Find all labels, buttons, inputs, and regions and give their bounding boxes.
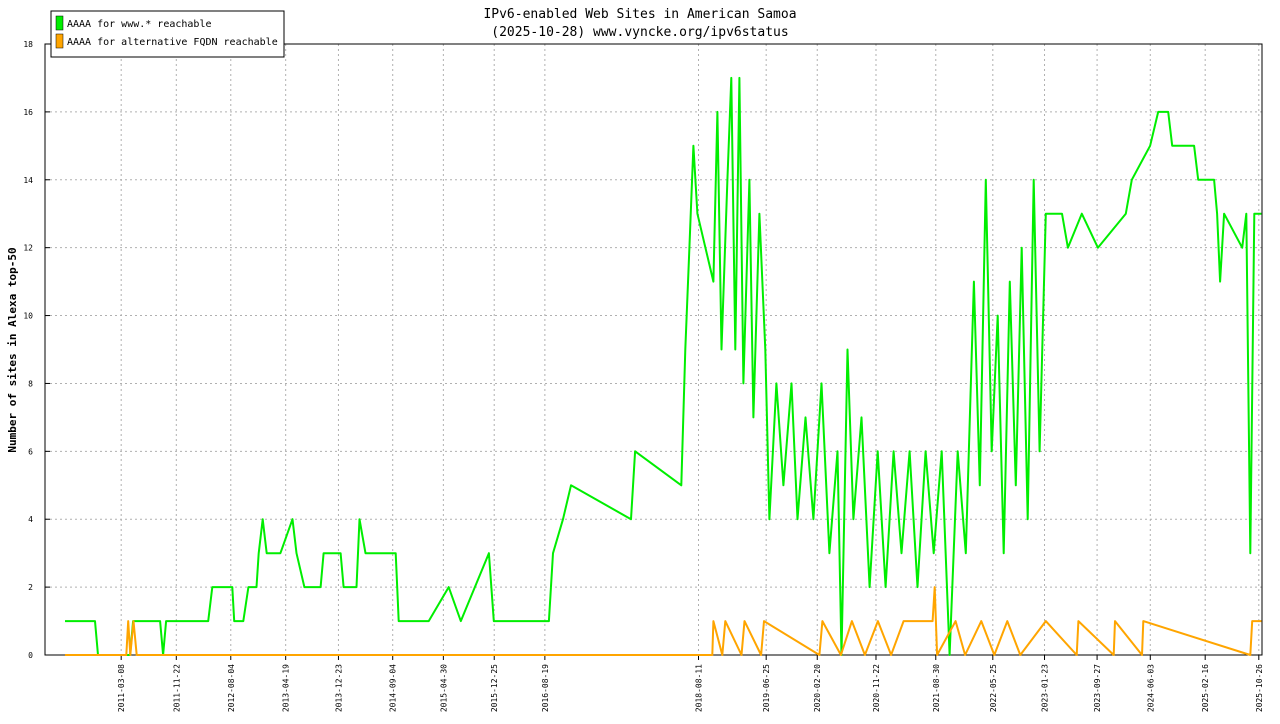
- x-tick-label: 2015-12-25: [490, 664, 499, 712]
- x-tick-label: 2019-06-25: [762, 664, 771, 712]
- x-tick-label: 2020-11-22: [872, 664, 881, 712]
- y-tick-label: 2: [28, 583, 33, 592]
- y-tick-label: 16: [23, 108, 33, 117]
- chart-subtitle: (2025-10-28) www.vyncke.org/ipv6status: [491, 25, 788, 40]
- x-tick-label: 2022-05-25: [989, 664, 998, 712]
- x-tick-label: 2011-03-08: [117, 664, 126, 712]
- x-tick-label: 2023-01-23: [1041, 664, 1050, 712]
- y-tick-label: 4: [28, 515, 33, 524]
- x-tick-label: 2011-11-22: [172, 664, 181, 712]
- legend-label: AAAA for alternative FQDN reachable: [67, 37, 278, 48]
- y-tick-label: 14: [23, 176, 33, 185]
- y-tick-label: 10: [23, 312, 33, 321]
- y-tick-label: 6: [28, 447, 33, 456]
- x-tick-label: 2024-06-03: [1146, 664, 1155, 712]
- y-axis-label: Number of sites in Alexa top-50: [6, 247, 19, 452]
- x-tick-label: 2016-08-19: [541, 664, 550, 712]
- x-tick-label: 2012-08-04: [227, 664, 236, 712]
- x-tick-label: 2025-02-16: [1201, 664, 1210, 712]
- y-tick-label: 8: [28, 379, 33, 388]
- x-tick-label: 2023-09-27: [1093, 664, 1102, 712]
- chart-title: IPv6-enabled Web Sites in American Samoa: [483, 7, 796, 22]
- y-tick-label: 12: [23, 244, 33, 253]
- y-tick-label: 18: [23, 40, 33, 49]
- x-tick-label: 2025-10-26: [1255, 664, 1264, 712]
- series-line: [65, 586, 1262, 656]
- x-tick-label: 2018-08-11: [695, 664, 704, 712]
- y-tick-label: 0: [28, 651, 33, 660]
- x-tick-label: 2021-08-30: [932, 664, 941, 712]
- legend-swatch: [55, 33, 64, 49]
- x-tick-label: 2013-04-19: [282, 664, 291, 712]
- x-tick-label: 2014-09-04: [389, 664, 398, 712]
- series-line: [65, 76, 1262, 656]
- x-tick-label: 2013-12-23: [334, 664, 343, 712]
- legend-swatch: [55, 15, 64, 31]
- legend-label: AAAA for www.* reachable: [67, 19, 212, 30]
- x-tick-label: 2015-04-30: [439, 664, 448, 712]
- legend-box: [50, 10, 285, 58]
- x-tick-label: 2020-02-20: [813, 664, 822, 712]
